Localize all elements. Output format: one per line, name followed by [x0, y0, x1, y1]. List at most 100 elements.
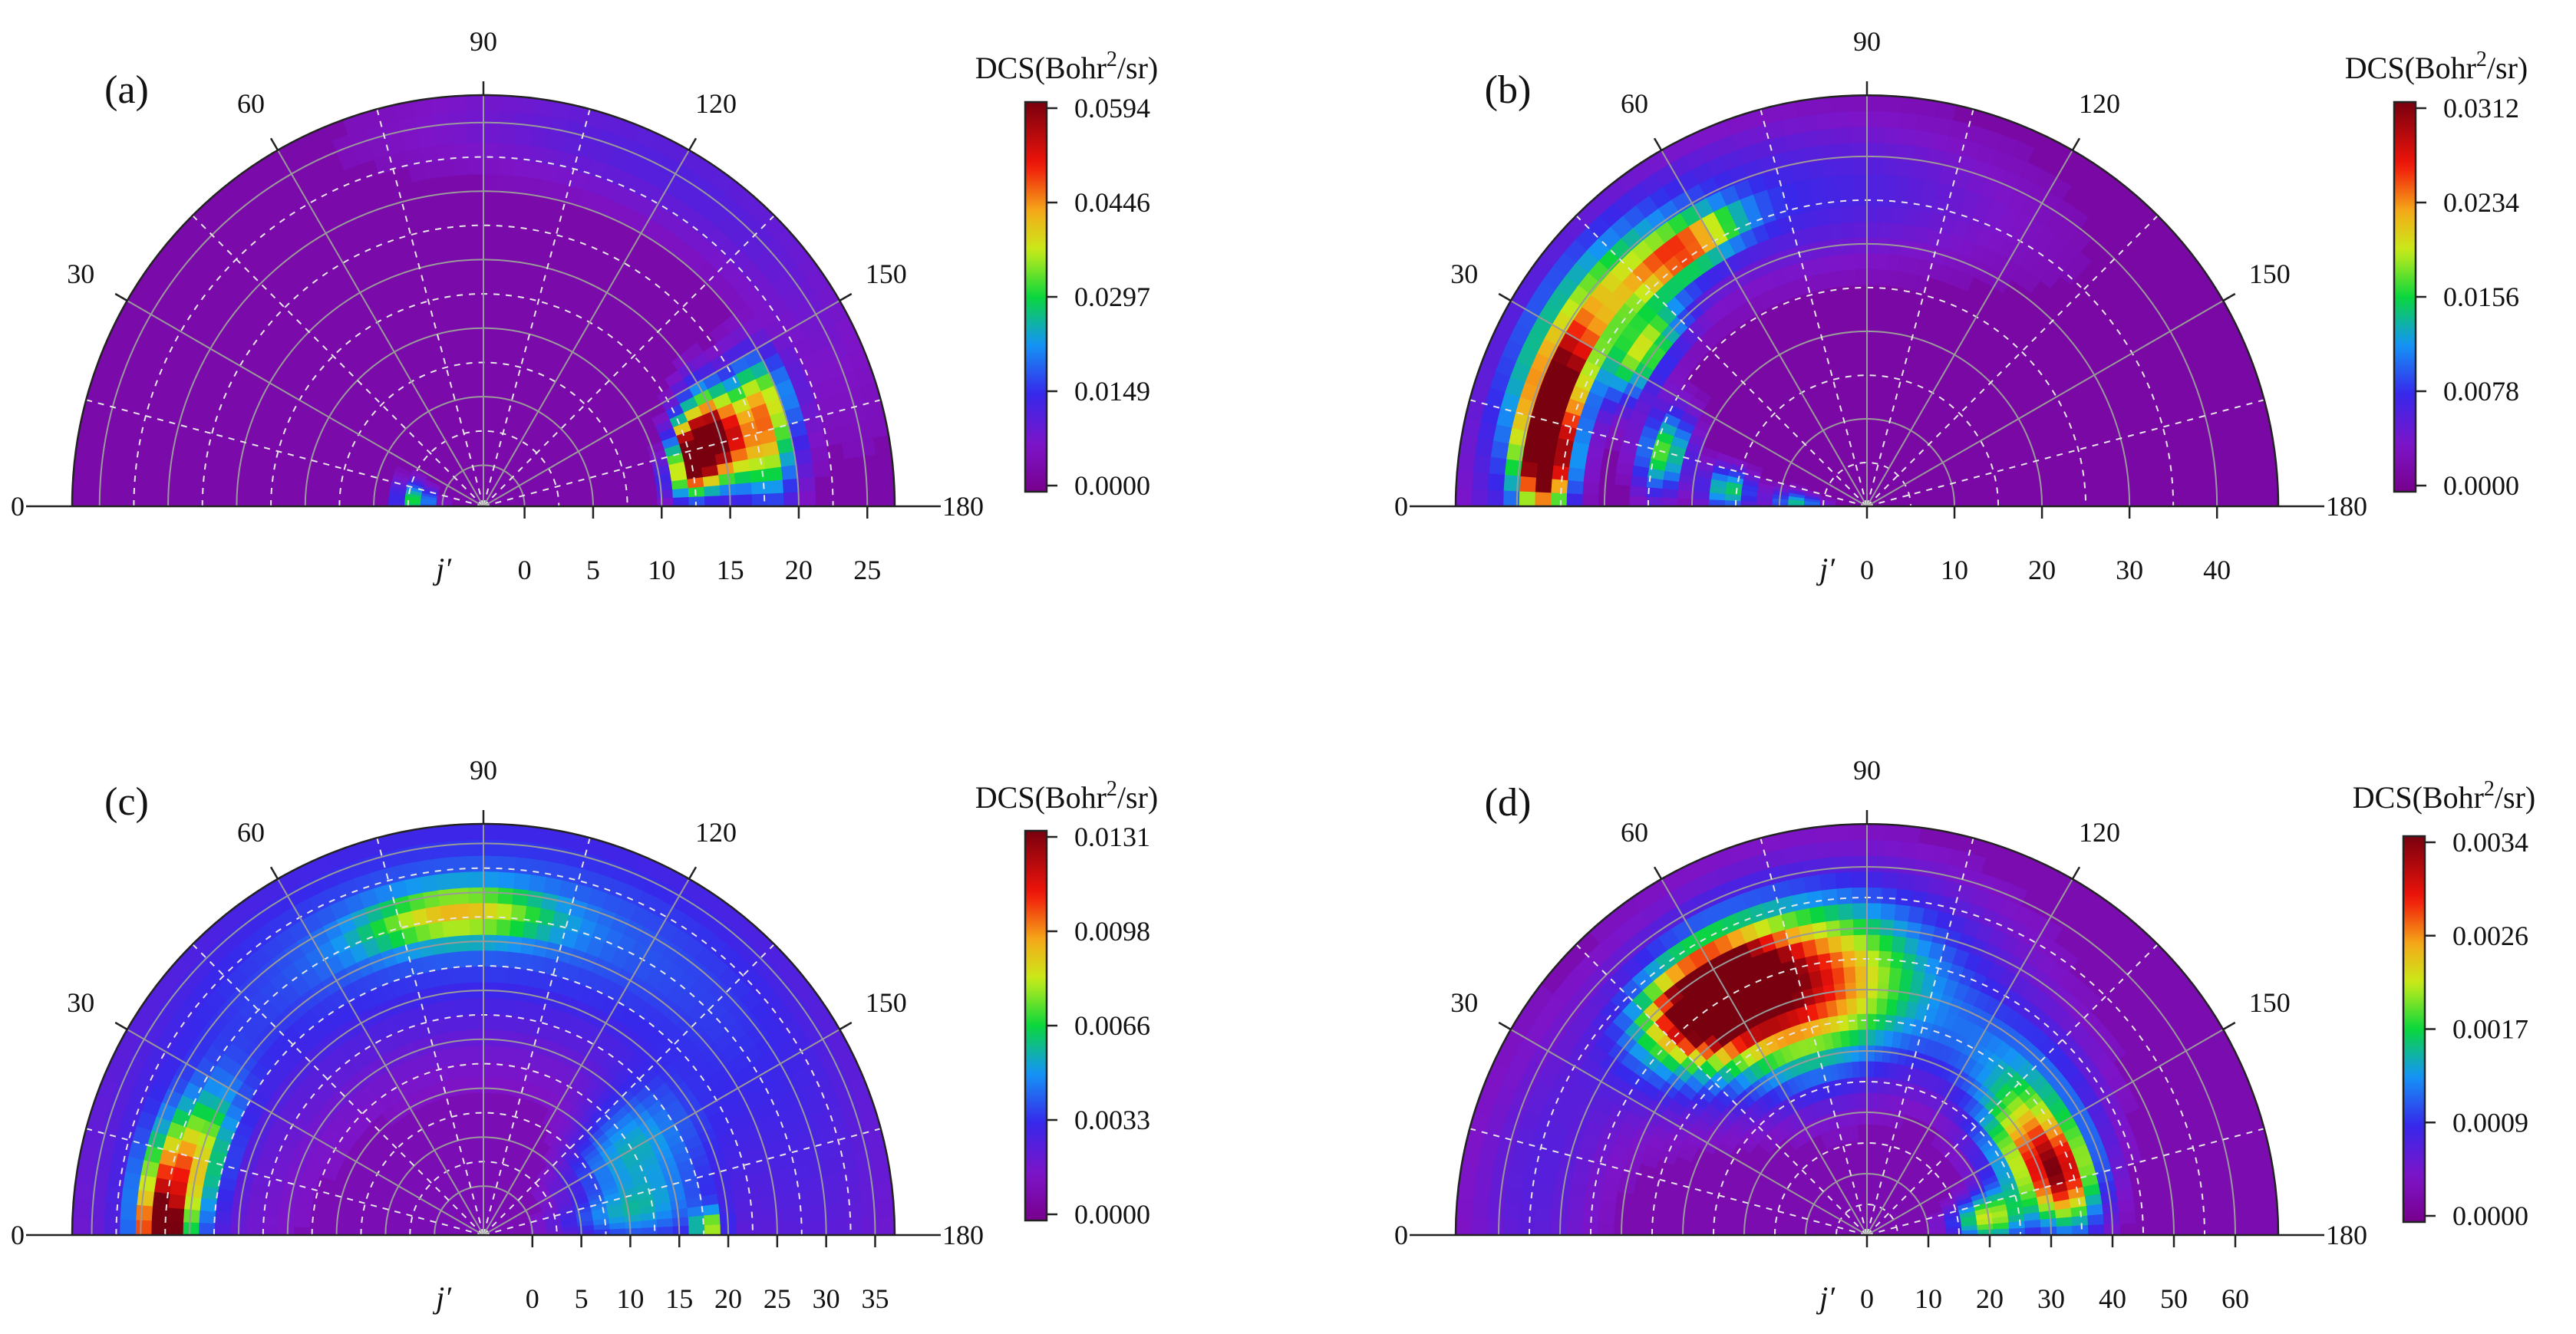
- heatmap-cell: [671, 479, 689, 490]
- heatmap-cell: [1598, 1223, 1615, 1235]
- radial-tick-label: 30: [2116, 555, 2143, 585]
- heatmap-cell: [1866, 1060, 1875, 1078]
- heatmap-cell: [720, 495, 737, 506]
- heatmap-cell: [1474, 1166, 1494, 1186]
- heatmap-cell: [779, 1180, 798, 1197]
- heatmap-cell: [1832, 839, 1851, 858]
- heatmap-cell: [470, 934, 484, 951]
- radial-tick-label: 0: [1860, 1283, 1874, 1314]
- heatmap-cell: [735, 1211, 753, 1224]
- heatmap-cell: [515, 856, 533, 875]
- colorbar-gradient: [2393, 100, 2417, 493]
- heatmap-cell: [704, 496, 721, 506]
- heatmap-cell: [1814, 208, 1830, 226]
- heatmap-cell: [828, 1187, 846, 1205]
- colorbar-title-sup: 2: [2476, 48, 2487, 71]
- heatmap-cell: [1849, 110, 1868, 128]
- angular-grid-spoke: [483, 878, 690, 1235]
- heatmap-cell: [526, 889, 545, 908]
- heatmap-cell: [1490, 440, 1509, 459]
- radial-grid-circle-minor: [1713, 1081, 2021, 1235]
- angle-tick-label: 60: [237, 88, 265, 119]
- heatmap-cell: [862, 1217, 879, 1235]
- heatmap-cell: [434, 127, 452, 147]
- heatmap-cell: [1866, 1029, 1877, 1046]
- heatmap-cell: [2008, 1220, 2026, 1230]
- angle-tick-label: 90: [470, 755, 497, 786]
- heatmap-cell: [1858, 1045, 1868, 1062]
- heatmap-cell: [2011, 140, 2035, 163]
- heatmap-cell: [437, 159, 455, 178]
- colorbar-title-prefix: DCS(Bohr: [975, 780, 1107, 815]
- heatmap-cell: [826, 1171, 845, 1191]
- heatmap-cell: [1866, 855, 1884, 872]
- heatmap-cell: [1866, 1076, 1875, 1093]
- heatmap-cell: [1821, 159, 1839, 178]
- colorbar: 0.0312 0.0234 0.0156 0.0078 0.0000 DCS(Bohr2/…: [2345, 48, 2528, 501]
- heatmap-cell: [494, 966, 507, 983]
- heatmap-cell: [1875, 1029, 1885, 1046]
- heatmap-cell: [1866, 158, 1883, 175]
- heatmap-cell: [1892, 919, 1909, 937]
- heatmap-cell: [483, 158, 500, 175]
- heatmap-cell: [167, 1193, 186, 1210]
- angle-tick: [269, 866, 279, 880]
- heatmap-cell: [1861, 1108, 1868, 1125]
- radial-tick-label: 30: [813, 1283, 840, 1314]
- heatmap-cell: [1866, 189, 1882, 206]
- heatmap-cell: [493, 997, 505, 1015]
- heatmap-cell: [453, 887, 470, 905]
- colorbar-tick-label: 0.0026: [2452, 921, 2528, 951]
- heatmap-cell: [1504, 1187, 1522, 1205]
- heatmap-cell: [1831, 238, 1845, 256]
- angle-tick-label: 120: [2079, 88, 2120, 119]
- heatmap-cell: [422, 160, 440, 180]
- heatmap-cell: [517, 96, 538, 115]
- heatmap-cell: [750, 1197, 767, 1212]
- heatmap-cell: [414, 114, 434, 133]
- radial-tick-label: 20: [785, 555, 813, 585]
- angle-tick-label: 30: [67, 259, 94, 289]
- heatmap-cell: [1850, 855, 1868, 872]
- heatmap-cell: [1471, 489, 1489, 506]
- angle-tick-label: 60: [237, 817, 265, 848]
- angle-tick-label: 30: [67, 987, 94, 1018]
- heatmap-cell: [1823, 904, 1840, 922]
- heatmap-cell: [1866, 1092, 1874, 1109]
- heatmap-cell: [1829, 222, 1844, 240]
- heatmap-cell: [1851, 158, 1868, 175]
- heatmap-cell: [2009, 1227, 2026, 1235]
- heatmap-cell: [1830, 824, 1850, 842]
- heatmap-cell: [447, 967, 462, 985]
- heatmap-cell: [815, 1219, 832, 1235]
- heatmap-cell: [500, 95, 520, 113]
- heatmap-cell: [1535, 476, 1552, 493]
- heatmap-cell: [688, 486, 705, 498]
- heatmap-cell: [1837, 903, 1854, 921]
- heatmap-cell: [704, 1214, 721, 1226]
- heatmap-cell: [460, 966, 473, 983]
- colorbar-tick-label: 0.0000: [1074, 470, 1150, 501]
- heatmap-cell: [1839, 1029, 1851, 1048]
- angle-tick-label: 30: [1450, 987, 1478, 1018]
- heatmap-cell: [1857, 1013, 1868, 1030]
- heatmap-cell: [1519, 1219, 1535, 1235]
- heatmap-cell: [414, 842, 434, 862]
- heatmap-cell: [1677, 497, 1694, 506]
- heatmap-cell: [609, 1228, 626, 1235]
- heatmap-cell: [262, 1225, 279, 1235]
- heatmap-cell: [463, 1013, 475, 1031]
- heatmap-cell: [1839, 918, 1855, 937]
- panel-label: (d): [1485, 781, 1532, 825]
- heatmap-cell: [1661, 496, 1678, 506]
- heatmap-cell: [135, 1204, 153, 1221]
- heatmap-cell: [578, 1230, 595, 1235]
- heatmap-cell: [417, 130, 437, 149]
- colorbar-tick-label: 0.0131: [1074, 822, 1150, 852]
- heatmap-cell: [1879, 918, 1895, 937]
- radial-tick-label: 10: [648, 555, 675, 585]
- heatmap-cell: [429, 96, 450, 115]
- heatmap-cell: [1535, 1191, 1554, 1208]
- heatmap-cell: [2117, 1199, 2136, 1214]
